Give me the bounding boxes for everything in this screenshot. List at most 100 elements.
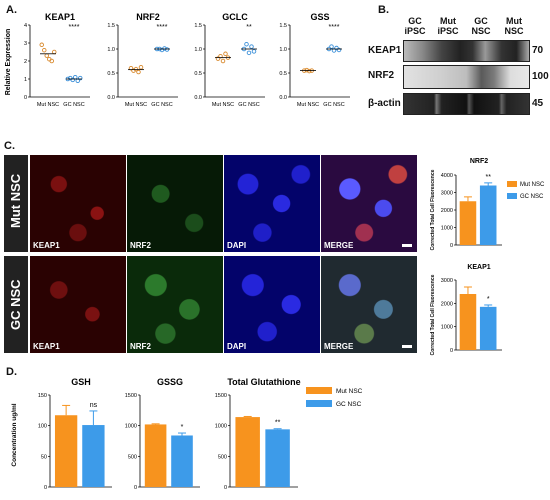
- row-label-gc-nsc: GC NSC: [8, 279, 23, 330]
- x-tick-label: GC NSC: [151, 102, 172, 108]
- significance-label: **: [485, 174, 491, 181]
- y-tick-label: 0: [450, 348, 453, 354]
- legend-swatch: [306, 400, 332, 407]
- y-tick-label: 2000: [441, 301, 453, 307]
- chart-title: GSH: [71, 377, 91, 387]
- panel-c-micrographs: Mut NSC GC NSC KEAP1 NRF2 DAPI MERGE KEA…: [4, 155, 417, 353]
- panel-c-bar-charts: NRF2 0 1000 2000 3000 4000 ** KEAP1 0 1000 2000 300…: [430, 158, 545, 355]
- y-tick-label: 0: [24, 95, 27, 101]
- bar: [144, 424, 167, 487]
- legend-label: GC NSC: [520, 194, 544, 200]
- y-tick-label: 1000: [215, 424, 227, 430]
- data-point: [70, 77, 75, 83]
- x-tick-label: Mut NSC: [212, 102, 234, 108]
- blot-column-header: GC NSC: [471, 16, 491, 36]
- y-tick-label: 100: [38, 424, 47, 430]
- data-point: [220, 58, 226, 64]
- chart-title: GSSG: [157, 377, 183, 387]
- data-point: [329, 44, 334, 49]
- y-tick-label: 500: [128, 454, 137, 460]
- plot-title: KEAP1: [45, 12, 75, 22]
- micrograph-keap1-gc: KEAP1: [30, 256, 126, 353]
- y-tick-label: 1.0: [279, 47, 287, 53]
- nrf2-blot-strip: [403, 65, 530, 89]
- bar: [235, 417, 260, 487]
- blot-size-marker: 100: [532, 71, 549, 82]
- significance-label: **: [246, 24, 252, 31]
- y-axis-label: Corrected Total Cell Fluorescence: [430, 169, 436, 250]
- panel-d-letter: D.: [6, 366, 17, 378]
- significance-label: ****: [329, 24, 340, 31]
- chart-title: Total Glutathione: [227, 377, 300, 387]
- row-label-mut-nsc: Mut NSC: [8, 173, 23, 228]
- data-point: [304, 67, 310, 73]
- y-tick-label: 1500: [215, 393, 227, 399]
- y-tick-label: 0: [134, 485, 137, 491]
- panel-c-letter: C.: [4, 140, 15, 152]
- micrograph-nrf2-mut: NRF2: [127, 155, 223, 252]
- y-tick-label: 1.0: [194, 47, 202, 53]
- data-point: [164, 47, 170, 52]
- bar: [82, 425, 105, 487]
- row-label-band: [4, 256, 28, 353]
- plot-title: GSS: [310, 12, 329, 22]
- panel-b-letter: B.: [378, 4, 389, 16]
- data-point: [39, 42, 45, 48]
- y-tick-label: 0.0: [279, 95, 287, 101]
- plot-title: GCLC: [222, 12, 248, 22]
- data-point: [307, 68, 312, 74]
- blot-size-marker: 70: [532, 45, 544, 56]
- scale-bar: [402, 244, 412, 247]
- data-point: [49, 58, 55, 64]
- data-point: [251, 49, 257, 54]
- chart-title: NRF2: [470, 158, 488, 165]
- micrograph-dapi-mut: DAPI: [224, 155, 320, 252]
- data-point: [244, 41, 249, 47]
- y-tick-label: 0.5: [194, 71, 202, 77]
- micrograph-dapi-gc: DAPI: [224, 256, 320, 353]
- data-point: [77, 75, 83, 81]
- data-point: [223, 51, 228, 57]
- panel-d-bar-charts: Concentration ug/ml GSH 0 50 100 150 ns GSSG 0 50…: [11, 377, 363, 491]
- data-point: [246, 50, 252, 56]
- y-tick-label: 1500: [125, 393, 137, 399]
- y-tick-label: 1.0: [107, 47, 115, 53]
- y-tick-label: 0.5: [107, 71, 115, 77]
- significance-label: ****: [69, 24, 80, 31]
- data-point: [136, 69, 141, 75]
- data-point: [249, 44, 254, 49]
- significance-label: **: [275, 420, 281, 427]
- y-tick-label: 1.5: [194, 23, 202, 29]
- significance-label: ns: [90, 402, 98, 409]
- micrograph-merge-mut: MERGE: [321, 155, 417, 252]
- micrograph-nrf2-gc: NRF2: [127, 256, 223, 353]
- legend-swatch: [507, 181, 517, 187]
- scale-bar: [402, 345, 412, 348]
- bar: [265, 429, 290, 487]
- y-tick-label: 3000: [441, 278, 453, 284]
- y-tick-label: 0: [450, 243, 453, 249]
- data-point: [215, 56, 221, 61]
- legend-label: GC NSC: [336, 401, 362, 408]
- y-tick-label: 3000: [441, 191, 453, 197]
- legend-label: Mut NSC: [336, 388, 363, 395]
- x-tick-label: Mut NSC: [297, 102, 319, 108]
- y-tick-label: 500: [218, 454, 227, 460]
- x-tick-label: Mut NSC: [125, 102, 147, 108]
- bar: [459, 294, 477, 350]
- blot-size-marker: 45: [532, 98, 544, 109]
- significance-label: *: [487, 296, 490, 303]
- bar: [171, 435, 193, 487]
- data-point: [42, 47, 47, 53]
- legend-label: Mut NSC: [520, 182, 545, 188]
- keap1-blot-strip: [403, 40, 530, 62]
- y-tick-label: 50: [41, 454, 47, 460]
- blot-column-header: Mut NSC: [504, 16, 524, 36]
- x-tick-label: GC NSC: [238, 102, 259, 108]
- significance-label: ****: [157, 24, 168, 31]
- y-axis-label: Corrected Total Cell Fluorescence: [430, 274, 436, 355]
- bar: [459, 201, 477, 245]
- plot-title: NRF2: [136, 12, 160, 22]
- y-axis-label: Concentration ug/ml: [11, 403, 18, 466]
- y-tick-label: 4: [24, 23, 27, 29]
